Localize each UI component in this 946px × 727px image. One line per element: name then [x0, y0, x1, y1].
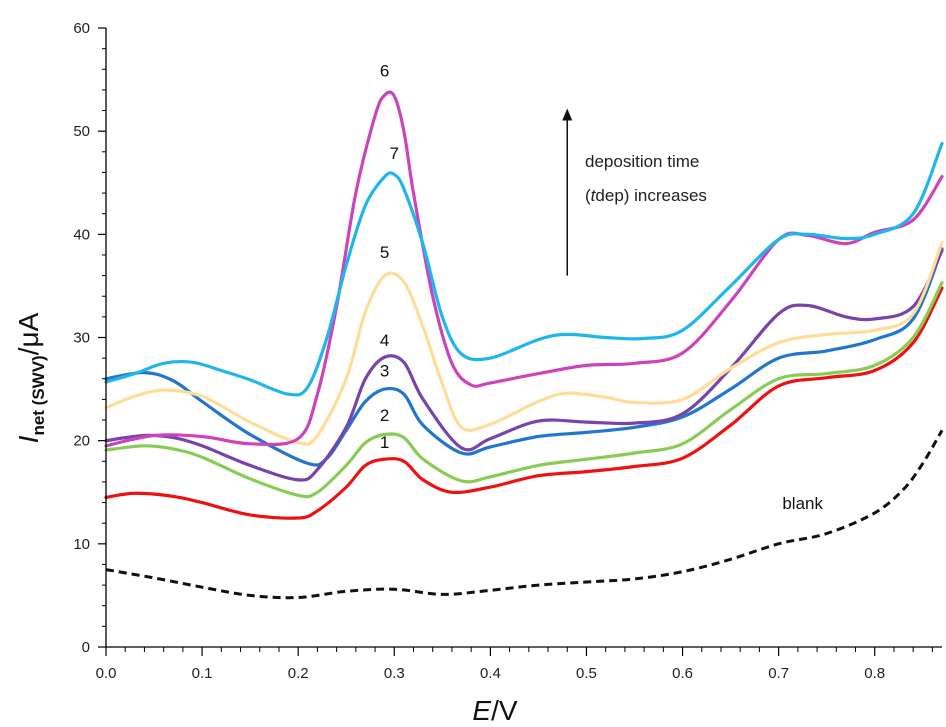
curve-label-blank: blank: [782, 494, 823, 513]
curve-label-1: 1: [380, 433, 389, 452]
series-line-1: [104, 286, 944, 520]
x-tick-label: 0.0: [96, 665, 117, 682]
curve-label-7: 7: [390, 144, 399, 163]
curve-label-2: 2: [380, 406, 389, 425]
x-tick-label: 0.6: [672, 665, 693, 682]
y-tick-label: 20: [73, 433, 90, 450]
series-line-7: [104, 141, 944, 397]
series-lines: [104, 90, 944, 600]
y-tick-label: 50: [73, 123, 90, 140]
y-tick-label: 10: [73, 536, 90, 553]
annotation-arrowhead: [562, 108, 573, 121]
series-line-6: [104, 90, 944, 448]
y-tick-label: 60: [73, 20, 90, 37]
x-axis-title: E/V: [472, 695, 517, 726]
curve-label-6: 6: [380, 61, 389, 80]
annotation: deposition time (tdep) increases: [562, 108, 707, 276]
x-tick-label: 0.1: [192, 665, 213, 682]
x-tick-label: 0.8: [864, 665, 885, 682]
curve-label-5: 5: [380, 243, 389, 262]
curve-label-3: 3: [380, 362, 389, 381]
series-line-blank: [105, 429, 944, 600]
series-line-3: [104, 247, 944, 467]
y-tick-label: 30: [73, 330, 90, 347]
annotation-line1: deposition time: [585, 152, 699, 171]
axes: 0 10 20 30 40 50 60 0.0 0.1 0.2 0.3 0.4 0.5 0.6 0.7 0.8: [73, 20, 942, 682]
x-tick-label: 0.4: [480, 665, 501, 682]
y-tick-label: 0: [82, 639, 90, 656]
y-axis-title: Inet (SWV)/μA: [13, 312, 48, 443]
curve-label-4: 4: [380, 331, 389, 350]
series-line-4: [104, 249, 944, 482]
series-line-2: [104, 281, 944, 499]
curve-labels: 1 2 3 4 5 6 7 blank: [380, 61, 824, 512]
x-tick-label: 0.3: [384, 665, 405, 682]
series-line-5: [104, 241, 944, 446]
x-tick-label: 0.5: [576, 665, 597, 682]
x-tick-label: 0.2: [288, 665, 309, 682]
y-tick-label: 40: [73, 226, 90, 243]
x-tick-label: 0.7: [768, 665, 789, 682]
annotation-line2: (tdep) increases: [585, 186, 707, 205]
